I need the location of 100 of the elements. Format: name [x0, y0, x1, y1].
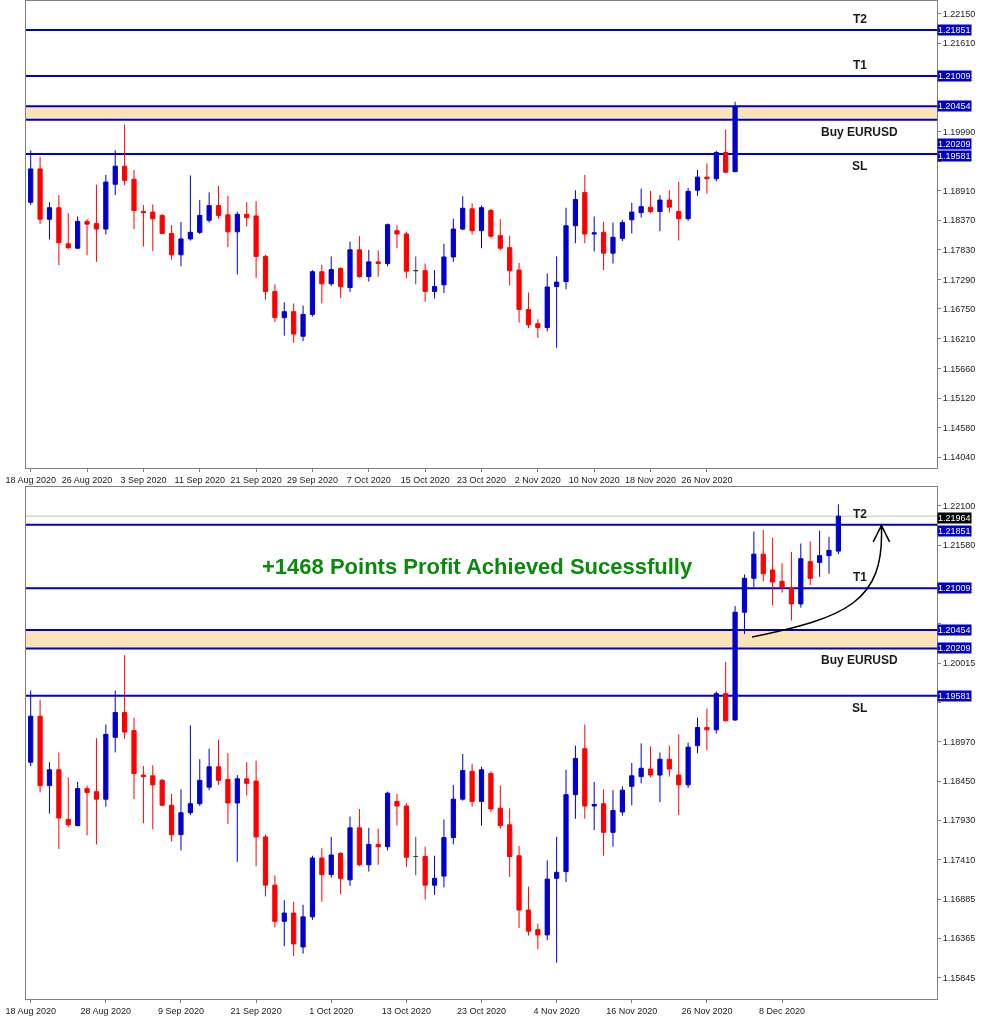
candlestick [685, 187, 691, 222]
y-tick-label: 1.17290 [942, 274, 976, 285]
y-tick-label: 1.15120 [942, 393, 976, 404]
candlestick [657, 751, 663, 803]
candlestick [300, 305, 306, 342]
candlestick [770, 537, 776, 606]
candlestick [704, 162, 710, 195]
y-tick-label: 1.20015 [942, 658, 976, 669]
candlestick [281, 899, 287, 947]
candlestick [356, 235, 363, 279]
candlestick [600, 221, 607, 271]
x-tick-label: 1 Oct 2020 [309, 1005, 354, 1016]
ref-line-label: 1.21009 [938, 71, 971, 81]
x-tick-label: 18 Nov 2020 [625, 474, 677, 485]
candlestick [403, 802, 409, 868]
x-tick-label: 21 Sep 2020 [230, 1005, 282, 1016]
candlestick [150, 203, 156, 252]
candlestick [65, 212, 71, 250]
candlestick [187, 174, 193, 242]
y-tick-label: 1.19990 [942, 126, 976, 137]
ref-line-label: 1.20454 [938, 101, 971, 111]
ref-line-label: 1.21851 [938, 526, 971, 536]
candlestick [516, 845, 522, 929]
candlestick [187, 724, 193, 816]
candlestick [215, 739, 222, 786]
candlestick [131, 169, 137, 230]
candlestick [84, 785, 90, 836]
candlestick [563, 769, 569, 883]
candlestick [676, 181, 682, 242]
candlestick [563, 207, 569, 290]
candlestick [638, 742, 644, 784]
candlestick [93, 737, 100, 845]
y-tick-label: 1.21580 [942, 540, 976, 551]
candlestick [65, 776, 71, 828]
candlestick [225, 195, 231, 248]
annotation: T2 [853, 507, 868, 521]
candlestick [253, 760, 259, 867]
annotation: Buy EURUSD [821, 125, 899, 139]
y-tick-label: 1.21610 [942, 38, 976, 49]
candlestick [704, 708, 710, 751]
candlestick [122, 654, 128, 740]
candlestick [394, 793, 400, 827]
candlestick [600, 788, 607, 857]
x-tick-label: 2 Nov 2020 [514, 474, 561, 485]
candlestick [629, 762, 635, 806]
candlestick [178, 788, 184, 851]
ref-line-label: 1.19581 [938, 691, 971, 701]
candlestick [356, 808, 363, 867]
candlestick [178, 221, 184, 267]
ref-line-label: 1.20209 [938, 139, 971, 149]
candlestick [431, 269, 438, 300]
candlestick [75, 781, 81, 827]
ref-line-label: 1.20454 [938, 625, 971, 635]
x-tick-label: 26 Nov 2020 [681, 1005, 733, 1016]
candlestick [488, 208, 494, 239]
candlestick [516, 262, 522, 324]
candlestick [779, 562, 785, 594]
y-tick-label: 1.16750 [942, 304, 976, 315]
candlestick [469, 763, 475, 808]
y-tick-label: 1.18970 [942, 737, 976, 748]
candlestick [694, 169, 701, 197]
candlestick [347, 816, 353, 887]
candlestick [469, 202, 475, 236]
candlestick [478, 766, 485, 827]
candlestick [375, 828, 381, 866]
candlestick [525, 886, 532, 937]
candlestick [619, 785, 625, 817]
candlestick [657, 194, 663, 232]
annotation: T2 [853, 12, 868, 26]
candlestick [460, 195, 466, 231]
annotation: T1 [853, 570, 868, 584]
y-tick-label: 1.16365 [942, 933, 976, 944]
candlestick [497, 218, 503, 251]
candlestick [234, 211, 240, 275]
candlestick [244, 201, 250, 227]
candlestick [75, 215, 81, 250]
y-tick-label: 1.15660 [942, 363, 976, 374]
candlestick [723, 661, 729, 723]
ref-line-label: 1.19581 [938, 151, 971, 161]
y-tick-label: 1.16210 [942, 333, 976, 344]
candlestick [413, 255, 419, 285]
candlestick [366, 249, 372, 283]
x-tick-label: 26 Nov 2020 [681, 474, 733, 485]
y-tick-label: 1.17830 [942, 245, 976, 255]
candlestick [328, 255, 334, 287]
candlestick [300, 904, 306, 955]
annotation: SL [852, 159, 868, 173]
candlestick [507, 235, 513, 286]
candlestick [666, 189, 672, 214]
x-tick-label: 9 Sep 2020 [157, 1005, 204, 1016]
x-tick-label: 29 Sep 2020 [286, 474, 338, 485]
candlestick [103, 174, 109, 236]
candlestick [281, 301, 287, 337]
candlestick [497, 785, 503, 830]
annotation: +1468 Points Profit Achieved Sucessfully [262, 554, 693, 579]
candlestick [807, 540, 813, 586]
y-tick-label: 1.17410 [942, 854, 976, 865]
candlestick [272, 874, 278, 928]
x-tick-label: 18 Aug 2020 [5, 1005, 56, 1016]
candlestick [619, 219, 625, 242]
